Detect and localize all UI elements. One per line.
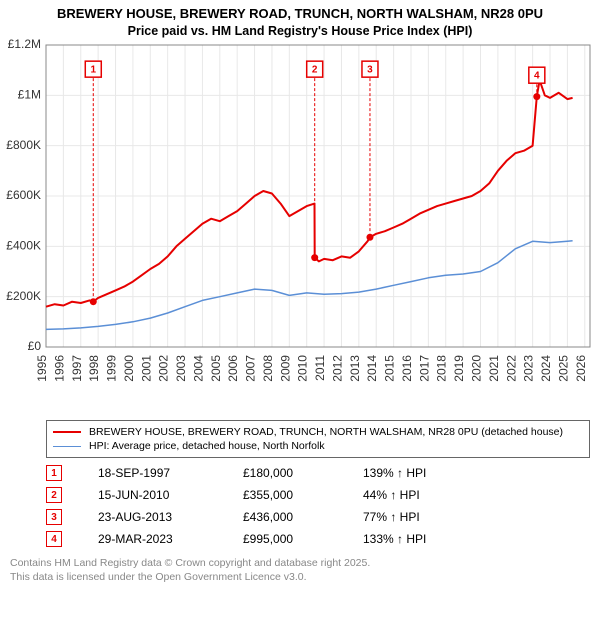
legend-swatch xyxy=(53,446,81,447)
marker-badge: 1 xyxy=(46,465,62,481)
svg-text:2016: 2016 xyxy=(400,355,414,382)
svg-text:1996: 1996 xyxy=(52,355,66,382)
svg-text:2001: 2001 xyxy=(139,355,153,382)
svg-text:2022: 2022 xyxy=(504,355,518,382)
tx-pct: 44% ↑ HPI xyxy=(363,488,420,502)
footer-attribution: Contains HM Land Registry data © Crown c… xyxy=(10,556,590,584)
svg-text:£0: £0 xyxy=(28,339,42,353)
svg-text:1998: 1998 xyxy=(87,355,101,382)
tx-date: 15-JUN-2010 xyxy=(98,488,243,502)
marker-badge: 4 xyxy=(46,531,62,547)
svg-text:3: 3 xyxy=(367,64,373,75)
svg-text:1999: 1999 xyxy=(105,355,119,382)
svg-text:2013: 2013 xyxy=(348,355,362,382)
svg-text:2000: 2000 xyxy=(122,355,136,382)
marker-badge: 2 xyxy=(46,487,62,503)
tx-date: 29-MAR-2023 xyxy=(98,532,243,546)
legend-label: HPI: Average price, detached house, Nort… xyxy=(89,440,325,452)
tx-price: £995,000 xyxy=(243,532,363,546)
svg-text:2012: 2012 xyxy=(330,355,344,382)
svg-text:2002: 2002 xyxy=(157,355,171,382)
svg-text:2017: 2017 xyxy=(417,355,431,382)
svg-text:1995: 1995 xyxy=(35,355,49,382)
svg-text:£400K: £400K xyxy=(6,239,41,253)
footer-line-2: This data is licensed under the Open Gov… xyxy=(10,570,590,584)
chart-area: £0 £200K £400K £600K £800K £1M £1.2M 19951996 19… xyxy=(0,39,600,414)
svg-text:2010: 2010 xyxy=(296,355,310,382)
svg-text:2026: 2026 xyxy=(574,355,588,382)
svg-text:1: 1 xyxy=(90,64,96,75)
svg-text:4: 4 xyxy=(534,70,540,81)
svg-text:2024: 2024 xyxy=(539,355,553,382)
tx-pct: 77% ↑ HPI xyxy=(363,510,420,524)
tx-date: 18-SEP-1997 xyxy=(98,466,243,480)
footer-line-1: Contains HM Land Registry data © Crown c… xyxy=(10,556,590,570)
chart-title: BREWERY HOUSE, BREWERY ROAD, TRUNCH, NOR… xyxy=(0,0,600,39)
svg-text:2006: 2006 xyxy=(226,355,240,382)
svg-text:1997: 1997 xyxy=(70,355,84,382)
svg-text:2008: 2008 xyxy=(261,355,275,382)
svg-text:2005: 2005 xyxy=(209,355,223,382)
legend-label: BREWERY HOUSE, BREWERY ROAD, TRUNCH, NOR… xyxy=(89,426,563,438)
svg-text:2: 2 xyxy=(312,64,318,75)
tx-date: 23-AUG-2013 xyxy=(98,510,243,524)
table-row: 3 23-AUG-2013£436,00077% ↑ HPI xyxy=(46,506,590,528)
svg-text:2018: 2018 xyxy=(435,355,449,382)
marker-badge: 3 xyxy=(46,509,62,525)
svg-text:2003: 2003 xyxy=(174,355,188,382)
svg-text:2025: 2025 xyxy=(556,355,570,382)
line-chart-svg: £0 £200K £400K £600K £800K £1M £1.2M 19951996 19… xyxy=(0,39,600,414)
svg-text:2023: 2023 xyxy=(522,355,536,382)
svg-text:£1.2M: £1.2M xyxy=(8,39,41,51)
svg-text:2014: 2014 xyxy=(365,355,379,382)
transactions-table: 1 18-SEP-1997£180,000139% ↑ HPI 2 15-JUN-20… xyxy=(46,462,590,550)
svg-text:2004: 2004 xyxy=(191,355,205,382)
legend-swatch xyxy=(53,431,81,433)
svg-text:£600K: £600K xyxy=(6,188,41,202)
svg-text:£800K: £800K xyxy=(6,138,41,152)
table-row: 2 15-JUN-2010£355,00044% ↑ HPI xyxy=(46,484,590,506)
svg-text:2021: 2021 xyxy=(487,355,501,382)
legend-row: HPI: Average price, detached house, Nort… xyxy=(53,439,583,453)
svg-text:2009: 2009 xyxy=(278,355,292,382)
price-chart-container: { "title_line1": "BREWERY HOUSE, BREWERY… xyxy=(0,0,600,584)
svg-text:2011: 2011 xyxy=(313,355,327,381)
tx-price: £180,000 xyxy=(243,466,363,480)
svg-text:2015: 2015 xyxy=(383,355,397,382)
svg-text:2019: 2019 xyxy=(452,355,466,382)
svg-text:£200K: £200K xyxy=(6,289,41,303)
legend: BREWERY HOUSE, BREWERY ROAD, TRUNCH, NOR… xyxy=(46,420,590,458)
title-line-2: Price paid vs. HM Land Registry's House … xyxy=(10,23,590,39)
tx-pct: 133% ↑ HPI xyxy=(363,532,426,546)
svg-text:2020: 2020 xyxy=(470,355,484,382)
tx-pct: 139% ↑ HPI xyxy=(363,466,426,480)
table-row: 1 18-SEP-1997£180,000139% ↑ HPI xyxy=(46,462,590,484)
svg-text:2007: 2007 xyxy=(244,355,258,382)
tx-price: £436,000 xyxy=(243,510,363,524)
table-row: 4 29-MAR-2023£995,000133% ↑ HPI xyxy=(46,528,590,550)
legend-row: BREWERY HOUSE, BREWERY ROAD, TRUNCH, NOR… xyxy=(53,425,583,439)
tx-price: £355,000 xyxy=(243,488,363,502)
svg-text:£1M: £1M xyxy=(18,88,41,102)
title-line-1: BREWERY HOUSE, BREWERY ROAD, TRUNCH, NOR… xyxy=(10,6,590,23)
